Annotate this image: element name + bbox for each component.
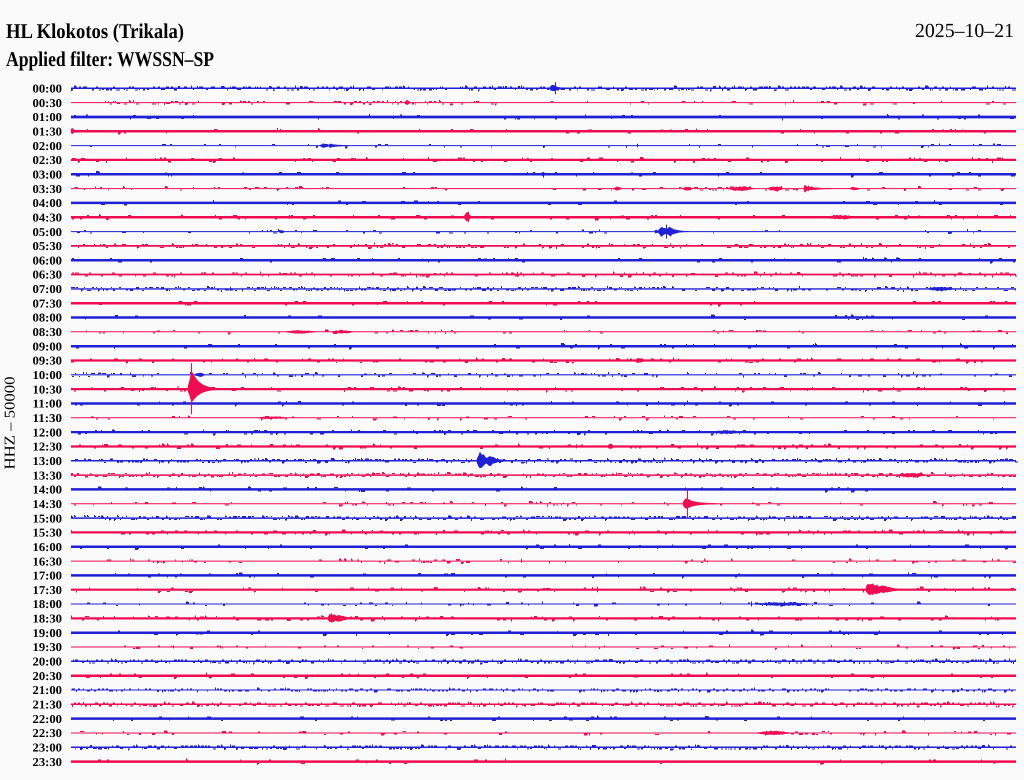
svg-text:05:00: 05:00 (33, 225, 63, 239)
svg-text:02:00: 02:00 (33, 139, 63, 153)
svg-text:23:00: 23:00 (33, 741, 63, 755)
svg-text:07:30: 07:30 (33, 296, 63, 310)
svg-text:10:30: 10:30 (33, 382, 63, 396)
svg-text:10:00: 10:00 (33, 368, 63, 382)
svg-text:17:30: 17:30 (33, 583, 63, 597)
svg-text:06:00: 06:00 (33, 253, 63, 267)
svg-text:07:00: 07:00 (33, 282, 63, 296)
svg-text:21:30: 21:30 (33, 698, 63, 712)
svg-text:01:00: 01:00 (33, 110, 63, 124)
svg-text:00:30: 00:30 (33, 96, 63, 110)
svg-text:Applied filter: WWSSN–SP: Applied filter: WWSSN–SP (6, 47, 214, 71)
svg-text:14:30: 14:30 (33, 497, 63, 511)
svg-text:12:30: 12:30 (33, 440, 63, 454)
svg-text:HL Klokotos (Trikala): HL Klokotos (Trikala) (6, 19, 184, 43)
svg-text:05:30: 05:30 (33, 239, 63, 253)
svg-text:17:00: 17:00 (33, 569, 63, 583)
svg-text:2025–10–21: 2025–10–21 (915, 20, 1014, 42)
svg-text:20:00: 20:00 (33, 655, 63, 669)
svg-text:02:30: 02:30 (33, 153, 63, 167)
svg-text:15:30: 15:30 (33, 526, 63, 540)
svg-text:18:00: 18:00 (33, 597, 63, 611)
svg-text:22:00: 22:00 (33, 712, 63, 726)
svg-text:21:00: 21:00 (33, 683, 63, 697)
svg-text:14:00: 14:00 (33, 483, 63, 497)
svg-text:08:00: 08:00 (33, 311, 63, 325)
svg-text:19:30: 19:30 (33, 640, 63, 654)
svg-text:23:30: 23:30 (33, 755, 63, 769)
svg-text:04:00: 04:00 (33, 196, 63, 210)
svg-text:09:00: 09:00 (33, 339, 63, 353)
svg-text:11:30: 11:30 (33, 411, 63, 425)
svg-text:13:00: 13:00 (33, 454, 63, 468)
svg-text:08:30: 08:30 (33, 325, 63, 339)
svg-text:00:00: 00:00 (33, 82, 63, 96)
svg-text:03:00: 03:00 (33, 168, 63, 182)
svg-text:01:30: 01:30 (33, 125, 63, 139)
svg-text:22:30: 22:30 (33, 726, 63, 740)
svg-text:19:00: 19:00 (33, 626, 63, 640)
svg-text:09:30: 09:30 (33, 354, 63, 368)
svg-text:15:00: 15:00 (33, 511, 63, 525)
svg-text:16:30: 16:30 (33, 554, 63, 568)
svg-text:04:30: 04:30 (33, 210, 63, 224)
svg-text:11:00: 11:00 (33, 397, 63, 411)
svg-text:16:00: 16:00 (33, 540, 63, 554)
svg-text:06:30: 06:30 (33, 268, 63, 282)
svg-text:HHZ – 50000: HHZ – 50000 (3, 377, 19, 470)
svg-text:03:30: 03:30 (33, 182, 63, 196)
svg-text:20:30: 20:30 (33, 669, 63, 683)
svg-text:12:00: 12:00 (33, 425, 63, 439)
svg-text:18:30: 18:30 (33, 612, 63, 626)
svg-text:13:30: 13:30 (33, 468, 63, 482)
